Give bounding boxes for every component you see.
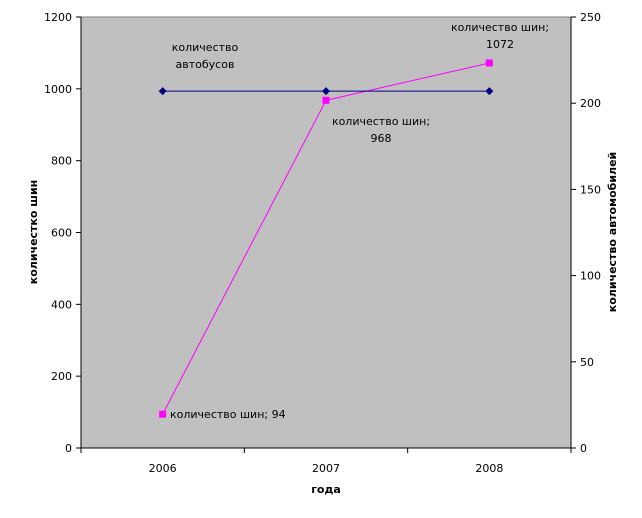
data-point-marker: [485, 87, 494, 96]
series-label-buses-line1: количество: [172, 41, 239, 54]
right-axis-ticks: 0 50 100 150 200 250: [571, 11, 601, 455]
left-axis-ticks: 0 200 400 600 800 1000 1200: [44, 11, 81, 455]
plot-area: [80, 16, 572, 449]
left-tick-label: 1000: [44, 83, 72, 96]
left-tick-label: 0: [65, 442, 72, 455]
left-tick-label: 1200: [44, 11, 72, 24]
right-tick-label: 250: [580, 11, 601, 24]
data-point-marker: [322, 87, 330, 96]
x-axis-ticks: 2006 2007 2008: [80, 448, 572, 475]
data-point-marker: [158, 87, 167, 96]
left-axis-title: количестко шин: [27, 180, 40, 285]
series-layer: [158, 59, 494, 418]
right-tick-label: 50: [580, 356, 594, 369]
x-tick-label: 2008: [475, 462, 503, 475]
data-point-marker: [485, 59, 493, 67]
left-tick-label: 200: [51, 370, 72, 383]
data-label-2008-line2: 1072: [486, 38, 514, 51]
data-point-marker: [159, 410, 167, 418]
left-tick-label: 400: [51, 298, 72, 311]
data-point-marker: [322, 96, 330, 104]
data-label-2007-line1: количество шин;: [332, 115, 430, 128]
data-label-2006: количество шин; 94: [170, 408, 286, 421]
left-tick-label: 800: [51, 155, 72, 168]
x-tick-label: 2006: [149, 462, 177, 475]
right-tick-label: 200: [580, 97, 601, 110]
right-tick-label: 100: [580, 270, 601, 283]
right-tick-label: 0: [580, 442, 587, 455]
x-tick-label: 2007: [312, 462, 340, 475]
data-label-2008-line1: количество шин;: [451, 21, 549, 34]
data-label-2007-line2: 968: [371, 132, 392, 145]
right-tick-label: 150: [580, 183, 601, 196]
right-axis-title: количество автомобилей: [606, 152, 619, 313]
series-label-buses-line2: автобусов: [176, 58, 235, 71]
x-axis-title: года: [311, 483, 341, 496]
left-tick-label: 600: [51, 227, 72, 240]
